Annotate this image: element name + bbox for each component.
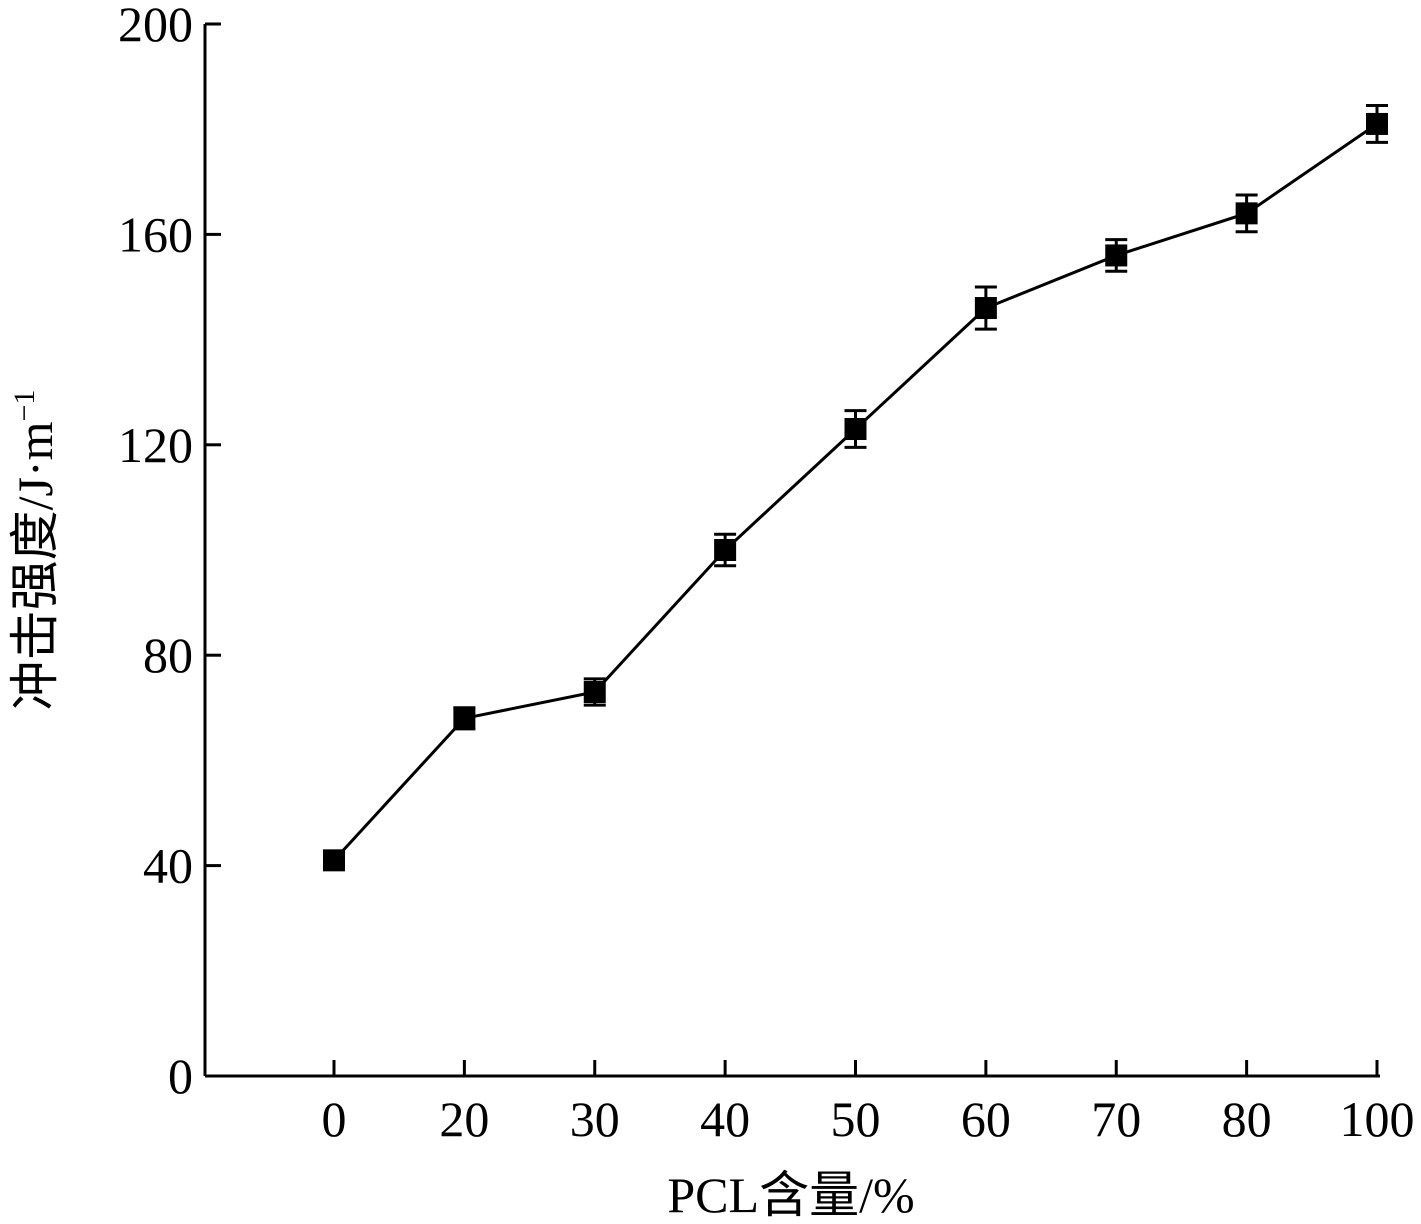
x-tick-label: 100 bbox=[1340, 1091, 1415, 1147]
y-ticks: 0 40 80 120 160 200 bbox=[118, 0, 221, 1104]
x-axis-title: PCL含量/% bbox=[667, 1167, 914, 1223]
y-tick-label: 120 bbox=[118, 417, 193, 473]
y-tick-label: 200 bbox=[118, 0, 193, 52]
y-tick-label: 80 bbox=[143, 627, 193, 683]
data-point-marker bbox=[583, 681, 606, 704]
data-point-marker bbox=[323, 849, 345, 872]
x-tick-label: 80 bbox=[1222, 1091, 1272, 1147]
data-point-marker bbox=[453, 707, 476, 730]
y-tick-label: 40 bbox=[143, 838, 193, 894]
x-tick-label: 20 bbox=[439, 1091, 489, 1147]
data-point-marker bbox=[1366, 112, 1388, 135]
x-ticks: 0 20 30 40 50 60 70 80 100 bbox=[322, 1060, 1415, 1147]
series-line bbox=[332, 122, 1378, 862]
data-point-marker bbox=[714, 539, 737, 561]
x-tick-label: 0 bbox=[322, 1091, 347, 1147]
x-tick-label: 40 bbox=[700, 1091, 750, 1147]
data-point-marker bbox=[1105, 244, 1128, 267]
y-tick-label: 160 bbox=[118, 206, 193, 262]
data-point-marker bbox=[974, 297, 997, 320]
x-tick-label: 50 bbox=[831, 1091, 881, 1147]
data-point-marker bbox=[1235, 202, 1258, 225]
y-axis-title: 冲击强度/J·m−1 bbox=[7, 390, 63, 711]
series-group bbox=[323, 104, 1388, 872]
y-tick-label: 0 bbox=[168, 1048, 193, 1104]
x-tick-label: 30 bbox=[570, 1091, 620, 1147]
y-axis-title-main: 冲击强度/J·m bbox=[7, 421, 63, 710]
x-tick-label: 70 bbox=[1091, 1091, 1141, 1147]
x-tick-label: 60 bbox=[961, 1091, 1011, 1147]
axes bbox=[203, 24, 1380, 1078]
data-point-marker bbox=[844, 418, 867, 441]
y-axis-title-superscript: −1 bbox=[8, 390, 41, 422]
